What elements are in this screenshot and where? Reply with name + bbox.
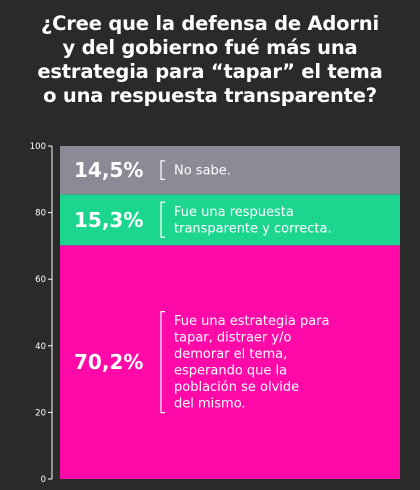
segment-bracket-1 bbox=[160, 311, 165, 414]
segment-category-label-1-line-3: demorar el tema, bbox=[174, 347, 287, 362]
y-tick-label-40: 40 bbox=[35, 342, 46, 352]
segment-category-label-1-line-2: tapar, distraer y/o bbox=[174, 331, 291, 346]
segment-category-label-1-line-1: Fue una estrategia para bbox=[174, 314, 329, 329]
title-line-1: ¿Cree que la defensa de Adorni bbox=[41, 12, 379, 35]
chart-title: ¿Cree que la defensa de Adorni y del gob… bbox=[0, 12, 420, 108]
segment-bracket-3 bbox=[160, 160, 165, 180]
segment-category-label-1-line-4: esperando que la bbox=[174, 364, 287, 379]
segment-category-label-2-line-1: Fue una respuesta bbox=[174, 205, 294, 220]
segment-category-label-1-line-6: del mismo. bbox=[174, 397, 246, 412]
title-line-4: o una respuesta transparente? bbox=[43, 84, 377, 107]
y-tick-label-20: 20 bbox=[35, 408, 46, 418]
y-tick-label-80: 80 bbox=[35, 209, 46, 219]
segment-bracket-2 bbox=[160, 201, 165, 238]
segment-category-label-1-line-5: población se olvide bbox=[174, 380, 299, 395]
segment-value-label-1: 70,2% bbox=[74, 350, 143, 374]
y-tick-label-60: 60 bbox=[35, 275, 46, 285]
bar-segment-3 bbox=[60, 146, 400, 195]
bar-segment-2 bbox=[60, 194, 400, 246]
segment-value-label-2: 15,3% bbox=[74, 208, 143, 232]
y-tick-label-0: 0 bbox=[41, 475, 46, 485]
y-tick-label-100: 100 bbox=[30, 142, 46, 152]
bar-segment-1 bbox=[60, 245, 400, 479]
segment-value-label-3: 14,5% bbox=[74, 158, 143, 182]
segment-category-label-3-line-1: No sabe. bbox=[174, 163, 231, 178]
title-line-3: estrategia para “tapar” el tema bbox=[37, 60, 383, 83]
title-line-2: y del gobierno fué más una bbox=[62, 36, 358, 59]
segment-category-label-2-line-2: transparente y correcta. bbox=[174, 221, 332, 236]
